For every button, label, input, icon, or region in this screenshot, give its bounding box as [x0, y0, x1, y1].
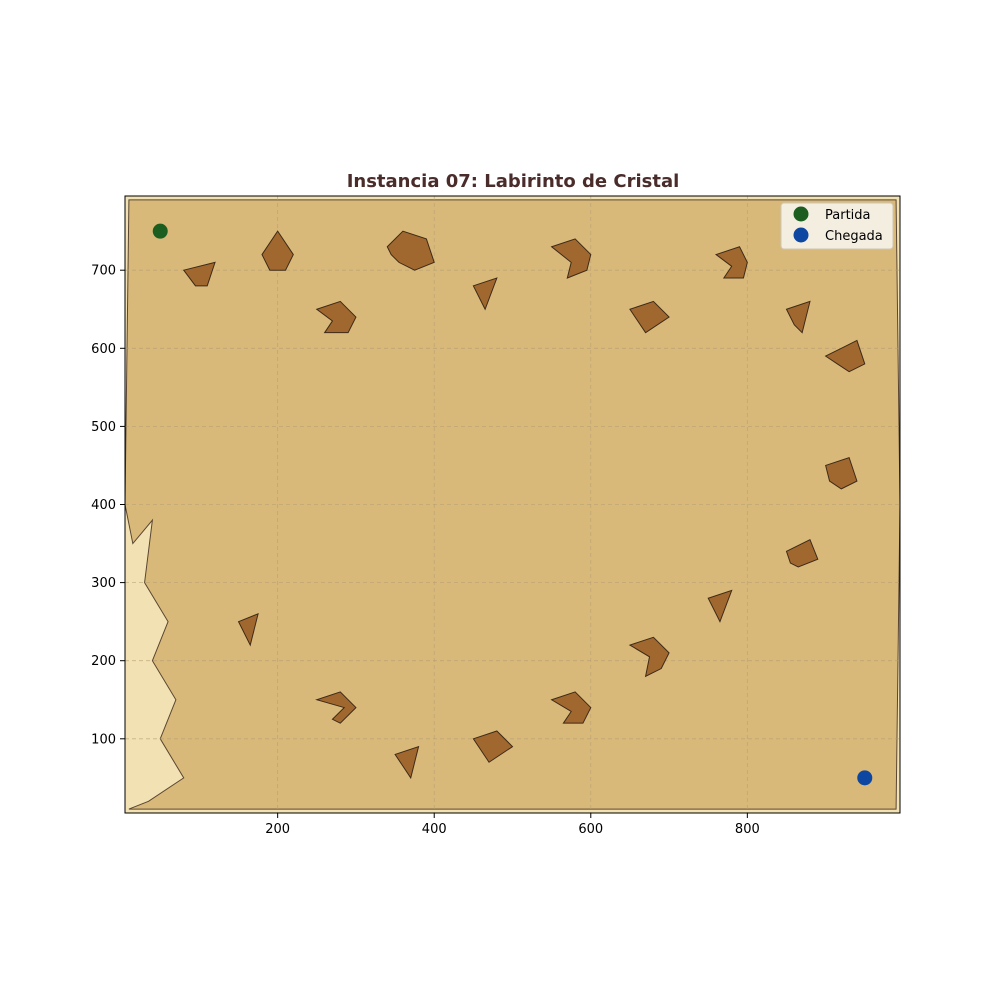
x-tick-label: 600 — [578, 822, 603, 837]
y-tick-label: 100 — [91, 732, 116, 747]
obstacle — [714, 246, 748, 279]
legend: Partida Chegada — [780, 202, 894, 250]
obstacle — [824, 339, 866, 373]
obstacles-layer — [182, 230, 866, 780]
y-tick-label: 400 — [91, 498, 116, 513]
y-tick-label: 600 — [91, 342, 116, 357]
obstacle — [550, 238, 592, 279]
obstacle — [550, 691, 592, 724]
obstacle — [386, 230, 435, 271]
y-tick-label: 300 — [91, 576, 116, 591]
y-tick-label: 500 — [91, 420, 116, 435]
y-tick-label: 700 — [91, 264, 116, 279]
obstacle — [629, 300, 670, 334]
obstacle — [785, 538, 819, 568]
obstacle — [628, 636, 670, 678]
obstacle — [182, 261, 216, 287]
plot-area — [124, 195, 901, 814]
goal-point — [857, 770, 873, 786]
obstacle — [315, 691, 357, 724]
obstacle — [472, 277, 498, 311]
obstacle — [825, 457, 858, 490]
obstacle — [261, 230, 294, 271]
obstacle — [394, 745, 420, 780]
obstacle — [707, 589, 733, 623]
chart-title: Instancia 07: Labirinto de Cristal — [347, 171, 680, 192]
grid-lines — [125, 196, 900, 813]
obstacle — [785, 300, 811, 334]
axis-ticks: 200 400 600 800 100 200 300 400 500 600 700 — [91, 264, 760, 837]
obstacle — [237, 613, 259, 647]
legend-marker-start — [793, 206, 809, 222]
y-tick-label: 200 — [91, 654, 116, 669]
waypoints-layer — [152, 223, 873, 786]
x-tick-label: 800 — [735, 822, 760, 837]
x-tick-label: 400 — [422, 822, 447, 837]
legend-marker-goal — [793, 227, 809, 243]
legend-box — [780, 202, 894, 250]
legend-label-goal: Chegada — [825, 229, 883, 244]
obstacle — [315, 300, 357, 334]
start-point — [152, 223, 168, 239]
obstacle — [472, 730, 514, 763]
legend-label-start: Partida — [825, 208, 871, 223]
x-tick-label: 200 — [265, 822, 290, 837]
